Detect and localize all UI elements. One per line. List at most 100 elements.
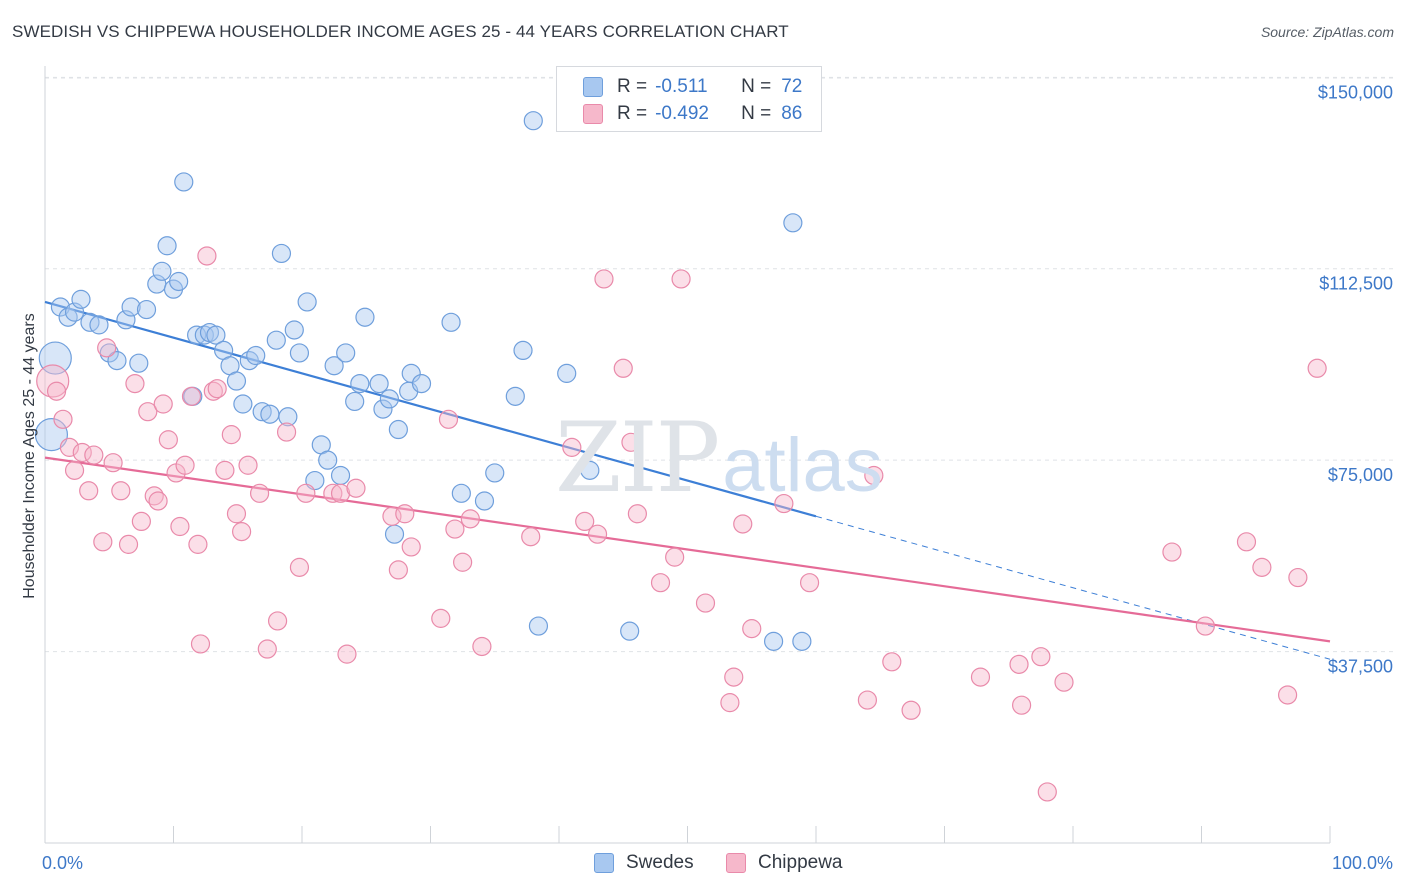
chippewa-point xyxy=(148,491,168,511)
swedes-point xyxy=(763,631,784,651)
chippewa-point xyxy=(84,445,104,465)
swedes-point xyxy=(513,340,533,361)
swedes-point xyxy=(297,292,317,312)
watermark: ZIPatlas xyxy=(555,402,883,514)
swedes-point xyxy=(783,213,803,233)
swedes-point xyxy=(411,373,432,394)
y-axis-title: Householder Income Ages 25 - 44 years xyxy=(21,313,38,599)
chippewa-point xyxy=(296,483,316,503)
chippewa-point xyxy=(53,409,73,429)
x-tick-label: 0.0% xyxy=(42,853,83,873)
chippewa-point xyxy=(144,486,164,506)
chippewa-point xyxy=(594,269,614,289)
swedes-point xyxy=(266,330,286,350)
legend-swatch-chippewa xyxy=(726,853,746,873)
chippewa-point xyxy=(970,667,991,687)
trend-lines xyxy=(44,300,1331,660)
chippewa-point xyxy=(665,547,685,567)
swedes-point xyxy=(169,271,189,292)
swedes-point xyxy=(129,353,149,373)
y-tick-label: $112,500 xyxy=(1319,274,1393,294)
swedes-point xyxy=(505,386,525,406)
chippewa-point xyxy=(1195,616,1215,636)
chippewa-point xyxy=(138,402,158,422)
chippewa-point xyxy=(857,690,878,710)
legend-label-swedes: Swedes xyxy=(626,852,694,873)
swedes-trend-extension xyxy=(815,515,1331,660)
swedes-point xyxy=(388,419,408,440)
legend-swatch-swedes xyxy=(583,77,603,97)
chippewa-point xyxy=(613,358,633,378)
legend-swatch-swedes xyxy=(594,853,614,873)
chippewa-point xyxy=(232,522,252,542)
chippewa-point xyxy=(79,481,99,501)
swedes-point xyxy=(336,343,356,363)
y-tick-label: $75,000 xyxy=(1328,465,1393,485)
chippewa-point xyxy=(395,504,415,524)
swedes-point xyxy=(271,243,292,264)
swedes-point xyxy=(451,483,471,503)
chippewa-point xyxy=(587,524,608,544)
chippewa-point xyxy=(118,534,139,554)
swedes-point xyxy=(174,172,194,192)
swedes-point xyxy=(89,315,109,335)
swedes-point xyxy=(580,460,600,480)
chippewa-point xyxy=(1011,695,1032,715)
chippewa-point xyxy=(901,700,921,720)
chippewa-point xyxy=(742,619,762,639)
chippewa-point xyxy=(190,634,211,654)
chippewa-point xyxy=(1054,672,1074,692)
chippewa-point xyxy=(724,667,744,687)
swedes-point xyxy=(289,343,310,363)
chippewa-point xyxy=(197,246,217,266)
source-text: Source: ZipAtlas.com xyxy=(1260,24,1394,40)
chippewa-point xyxy=(337,644,357,664)
chippewa-point xyxy=(472,636,492,657)
swedes-point xyxy=(401,363,421,383)
legend-label-chippewa: Chippewa xyxy=(758,852,843,873)
chippewa-point xyxy=(257,639,277,659)
swedes-point xyxy=(34,418,69,452)
swedes-point xyxy=(345,391,365,412)
chippewa-point xyxy=(438,409,459,429)
chippewa-point xyxy=(97,338,117,358)
chippewa-point xyxy=(445,519,465,539)
swedes-point xyxy=(278,407,298,427)
chippewa-point xyxy=(388,560,408,580)
swedes-point xyxy=(233,394,253,414)
swedes-point xyxy=(246,345,266,366)
swedes-point xyxy=(379,389,399,409)
chippewa-point xyxy=(188,534,208,554)
chippewa-point xyxy=(621,432,641,452)
chippewa-point xyxy=(720,693,740,713)
axes xyxy=(44,66,1331,844)
n-label: N = xyxy=(741,76,772,97)
swedes-point xyxy=(557,363,577,383)
chippewa-point xyxy=(221,425,241,445)
chippewa-point xyxy=(153,394,173,414)
legend-row-swedes: R = -0.511 N = 72 xyxy=(583,75,802,99)
chippewa-point xyxy=(431,608,451,628)
swedes-point xyxy=(523,111,543,131)
chippewa-point xyxy=(1277,685,1298,705)
chippewa-point xyxy=(46,381,67,401)
swedes-trend-line xyxy=(44,300,817,518)
chippewa-point xyxy=(170,516,190,537)
legend-item-swedes: Swedes xyxy=(594,852,694,874)
chippewa-point xyxy=(695,593,716,613)
chippewa-point xyxy=(64,460,85,480)
swedes-point xyxy=(620,621,640,641)
swedes-point xyxy=(369,373,389,394)
swedes-point xyxy=(355,307,375,327)
chippewa-point xyxy=(249,483,270,503)
swedes-point xyxy=(260,404,280,424)
chippewa-point xyxy=(864,465,884,486)
swedes-point xyxy=(528,616,549,636)
tick-labels: $37,500 $75,000 $112,500 $150,000 0.0% 100.0% xyxy=(42,82,1393,873)
y-tick-label: $37,500 xyxy=(1328,657,1393,677)
chippewa-point xyxy=(1031,647,1051,667)
chippewa-point xyxy=(1288,567,1308,588)
swedes-point xyxy=(350,373,370,394)
chippewa-point xyxy=(103,453,123,473)
